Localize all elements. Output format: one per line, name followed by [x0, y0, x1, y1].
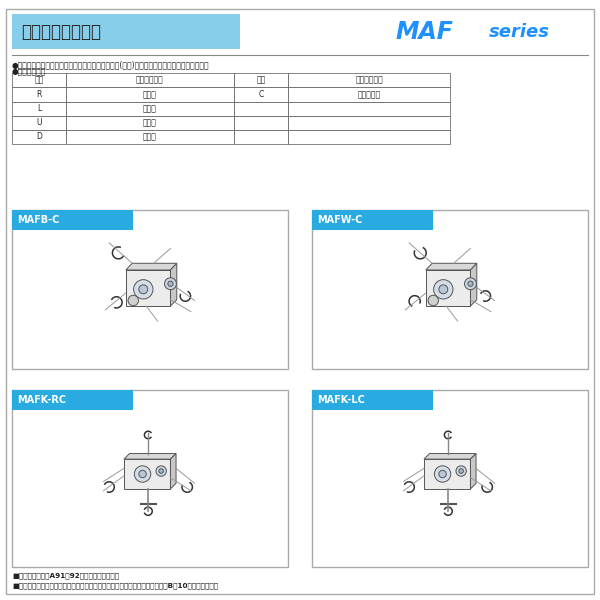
- Text: 出力軸の方向: 出力軸の方向: [136, 76, 164, 85]
- Circle shape: [468, 281, 473, 286]
- Bar: [66, 130, 234, 144]
- Bar: [288, 73, 450, 88]
- Text: MAFK-RC: MAFK-RC: [17, 395, 67, 405]
- Polygon shape: [426, 270, 470, 306]
- Text: L: L: [37, 104, 41, 113]
- Text: 軸配置と回転方向: 軸配置と回転方向: [21, 23, 101, 41]
- Text: series: series: [489, 23, 550, 41]
- Text: 記号: 記号: [256, 76, 266, 85]
- Bar: [312, 210, 433, 230]
- Text: MAFB-C: MAFB-C: [17, 215, 60, 225]
- Circle shape: [434, 280, 453, 299]
- Circle shape: [439, 285, 448, 294]
- Polygon shape: [470, 263, 477, 306]
- Bar: [288, 88, 450, 101]
- Bar: [234, 88, 288, 101]
- Circle shape: [139, 470, 146, 478]
- Circle shape: [168, 281, 173, 286]
- Circle shape: [159, 469, 163, 473]
- Bar: [288, 116, 450, 130]
- Bar: [312, 390, 433, 410]
- Text: ■特殊な取付状態については、当社へお問い合わせ下さい。なお、参考としてB－10をご覧下さい。: ■特殊な取付状態については、当社へお問い合わせ下さい。なお、参考としてB－10を…: [12, 582, 218, 589]
- Bar: [12, 210, 133, 230]
- Bar: [312, 390, 588, 567]
- Circle shape: [439, 470, 446, 478]
- Text: C: C: [259, 90, 263, 99]
- Circle shape: [164, 278, 176, 290]
- Bar: [288, 101, 450, 116]
- Polygon shape: [424, 459, 470, 489]
- Bar: [312, 210, 588, 369]
- Bar: [12, 390, 288, 567]
- Bar: [12, 73, 66, 88]
- Text: ●軸配置は入力軸またはモータを手前にして出力軸(青色)の出ている方向で決定して下さい。: ●軸配置は入力軸またはモータを手前にして出力軸(青色)の出ている方向で決定して下…: [12, 60, 209, 69]
- Polygon shape: [426, 263, 477, 270]
- Text: MAFW-C: MAFW-C: [317, 215, 363, 225]
- FancyBboxPatch shape: [12, 14, 240, 49]
- Circle shape: [128, 295, 139, 305]
- Polygon shape: [470, 454, 476, 489]
- Circle shape: [428, 295, 439, 305]
- Text: 下　側: 下 側: [143, 133, 157, 142]
- Circle shape: [434, 466, 451, 482]
- Bar: [12, 210, 288, 369]
- Polygon shape: [126, 263, 177, 270]
- Bar: [66, 73, 234, 88]
- Text: 出力軸の方向: 出力軸の方向: [355, 76, 383, 85]
- Text: MAF: MAF: [396, 20, 454, 44]
- Circle shape: [134, 280, 153, 299]
- Polygon shape: [126, 270, 170, 306]
- Bar: [12, 101, 66, 116]
- Text: ●軸配置の記号: ●軸配置の記号: [12, 68, 46, 77]
- Bar: [12, 116, 66, 130]
- Text: ■軸配置の詳細はA91・92を参照して下さい。: ■軸配置の詳細はA91・92を参照して下さい。: [12, 572, 119, 579]
- Polygon shape: [170, 263, 177, 306]
- Circle shape: [134, 466, 151, 482]
- Bar: [12, 130, 66, 144]
- Polygon shape: [124, 454, 176, 459]
- Polygon shape: [424, 454, 476, 459]
- Circle shape: [459, 469, 463, 473]
- Circle shape: [456, 466, 466, 476]
- Bar: [234, 73, 288, 88]
- Text: MAFK-LC: MAFK-LC: [317, 395, 365, 405]
- Bar: [234, 116, 288, 130]
- Bar: [66, 116, 234, 130]
- Bar: [234, 101, 288, 116]
- Text: 記号: 記号: [34, 76, 44, 85]
- Bar: [12, 390, 133, 410]
- Bar: [66, 88, 234, 101]
- Text: 上　側: 上 側: [143, 118, 157, 127]
- Text: 出力軸両軸: 出力軸両軸: [358, 90, 380, 99]
- Text: 左　側: 左 側: [143, 104, 157, 113]
- Polygon shape: [124, 459, 170, 489]
- Bar: [66, 101, 234, 116]
- Text: D: D: [36, 133, 42, 142]
- Circle shape: [464, 278, 476, 290]
- Polygon shape: [170, 454, 176, 489]
- Text: R: R: [37, 90, 41, 99]
- Circle shape: [139, 285, 148, 294]
- Text: U: U: [36, 118, 42, 127]
- Bar: [288, 130, 450, 144]
- Bar: [234, 130, 288, 144]
- Text: 右　側: 右 側: [143, 90, 157, 99]
- Circle shape: [156, 466, 166, 476]
- Bar: [12, 88, 66, 101]
